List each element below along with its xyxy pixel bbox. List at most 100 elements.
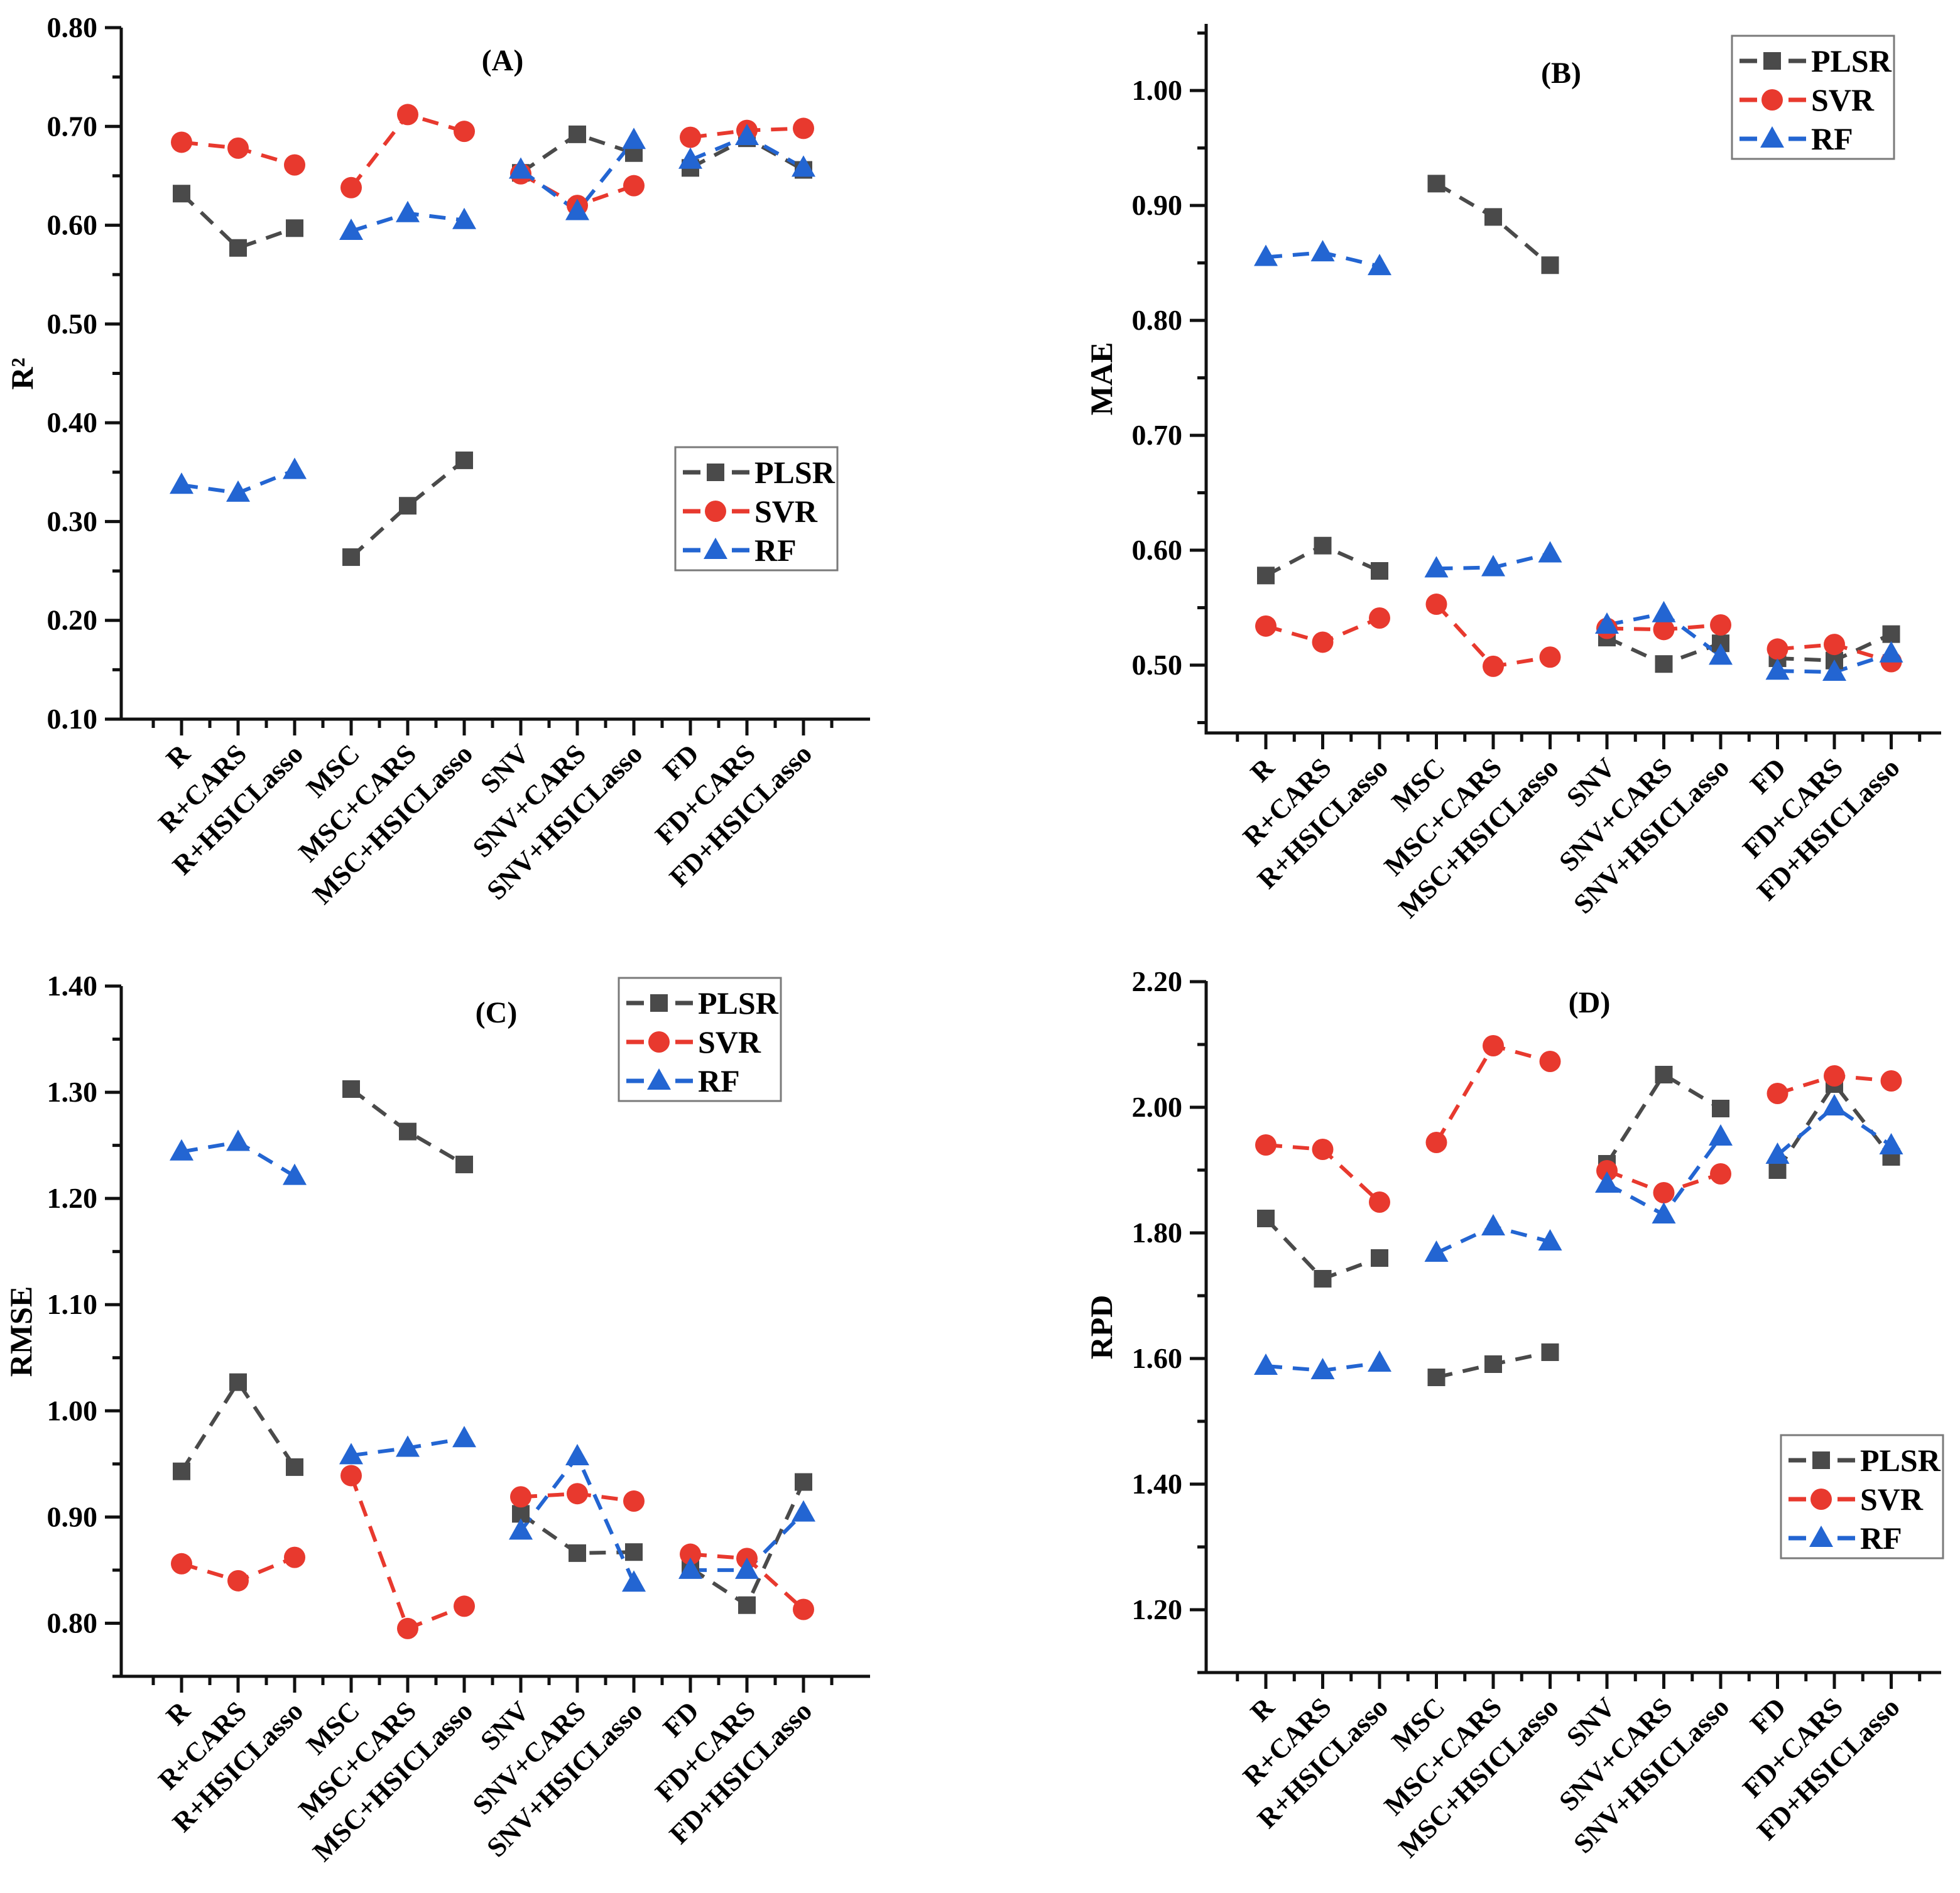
- data-point-plsr-marker: [455, 1156, 473, 1174]
- data-point-svr-marker: [1880, 1070, 1902, 1092]
- data-point-rf-marker: [283, 1163, 307, 1185]
- series-line-rf: [181, 1140, 805, 1584]
- data-point-rf-marker: [1538, 1229, 1562, 1250]
- x-category-label: R: [1244, 1691, 1281, 1728]
- panel-mae: 0.50 0.60 0.70 0.80 0.90 1.00 R R+CARS R+HSICLas…: [980, 0, 1960, 942]
- legend-label-rf: RF: [1860, 1521, 1902, 1556]
- data-point-svr-marker: [171, 131, 192, 153]
- data-point-svr-marker: [623, 1490, 645, 1512]
- chart-svg-a: 0.10 0.20 0.30 0.40 0.50 0.60 0.70 0.80 RR+CARSR…: [4, 11, 870, 910]
- data-point-rf-marker: [1822, 659, 1846, 681]
- series-line-svr: [181, 1475, 805, 1631]
- legend-triangle-icon: [1809, 1526, 1833, 1547]
- series-line-rf: [1265, 1104, 1893, 1373]
- y-tick-label: 0.50: [47, 308, 98, 340]
- x-category-label: R: [1244, 752, 1281, 788]
- data-point-plsr-marker: [1541, 256, 1559, 274]
- y-tick-label: 0.80: [47, 11, 98, 43]
- data-point-plsr-marker: [1882, 625, 1900, 643]
- series-line-plsr: [1264, 1071, 1893, 1379]
- data-point-rf-marker: [396, 200, 420, 222]
- series-markers-rf: [1254, 1094, 1903, 1379]
- chart-svg-c: 0.80 0.90 1.00 1.10 1.20 1.30 1.40 RR+CARSR+HSI…: [3, 970, 870, 1867]
- data-point-plsr-marker: [342, 548, 360, 567]
- data-point-svr-marker: [1653, 1182, 1675, 1203]
- legend-triangle-icon: [704, 538, 727, 559]
- data-point-svr-marker: [340, 176, 362, 198]
- data-point-svr-marker: [1255, 615, 1277, 637]
- series-line-rf: [181, 134, 805, 495]
- x-category-label: R: [160, 1695, 197, 1732]
- data-point-rf-marker: [792, 155, 815, 177]
- series-line-rf: [1265, 251, 1892, 675]
- data-point-svr-marker: [454, 1595, 475, 1617]
- panel-letter-label: (A): [482, 44, 524, 77]
- data-point-rf-marker: [1310, 1358, 1335, 1379]
- data-point-svr-marker: [1369, 607, 1390, 629]
- data-point-svr-marker: [1710, 614, 1731, 636]
- legend-circle-icon: [648, 1031, 670, 1053]
- data-point-plsr-marker: [738, 1596, 756, 1614]
- y-axis-title: R²: [4, 357, 40, 389]
- y-tick-label: 0.80: [47, 1607, 98, 1639]
- y-tick-label: 1.20: [47, 1182, 98, 1214]
- data-point-rf-marker: [226, 1129, 250, 1151]
- data-point-rf-marker: [1368, 254, 1391, 276]
- data-point-plsr-marker: [286, 1458, 303, 1476]
- data-point-rf-marker: [170, 472, 193, 494]
- data-point-rf-marker: [226, 480, 250, 502]
- y-tick-label: 1.60: [1132, 1342, 1183, 1374]
- y-tick-label: 0.90: [1132, 189, 1183, 221]
- data-point-rf-marker: [1595, 612, 1619, 634]
- legend-label-rf: RF: [1811, 121, 1853, 156]
- data-point-svr-marker: [171, 1553, 192, 1575]
- series-line-svr: [181, 112, 804, 208]
- data-point-rf-marker: [509, 157, 533, 179]
- data-point-plsr-marker: [1484, 1355, 1502, 1373]
- data-point-rf-marker: [452, 1426, 476, 1448]
- legend-label-plsr: PLSR: [754, 455, 836, 490]
- y-tick-label: 0.40: [47, 406, 98, 438]
- series-markers-svr: [171, 1465, 814, 1639]
- data-point-rf-marker: [1595, 1171, 1619, 1193]
- data-point-rf-marker: [1481, 555, 1505, 577]
- data-point-svr-marker: [1483, 1035, 1504, 1056]
- y-tick-label: 0.90: [47, 1500, 98, 1532]
- data-point-svr-marker: [340, 1465, 362, 1487]
- data-point-svr-marker: [680, 1543, 701, 1565]
- y-tick-label: 0.80: [1132, 304, 1183, 336]
- data-point-svr-marker: [1596, 1160, 1618, 1181]
- data-point-svr-marker: [1312, 1139, 1334, 1160]
- data-point-svr-marker: [1824, 1065, 1845, 1087]
- y-tick-label: 1.80: [1132, 1217, 1183, 1249]
- data-point-plsr-marker: [1371, 561, 1388, 580]
- y-tick-label: 1.40: [47, 970, 98, 1002]
- y-tick-label: 2.00: [1132, 1091, 1183, 1123]
- data-point-svr-marker: [793, 1598, 814, 1620]
- y-axis-ticks: 0.50 0.60 0.70 0.80 0.90 1.00: [1132, 31, 1206, 725]
- y-tick-label: 0.10: [47, 703, 98, 735]
- data-point-plsr-marker: [625, 1543, 643, 1561]
- data-point-svr-marker: [284, 154, 305, 176]
- series-markers-rf: [170, 1129, 815, 1592]
- legend-label-svr: SVR: [698, 1024, 761, 1060]
- data-point-plsr-marker: [173, 185, 190, 203]
- axes: 1.20 1.40 1.60 1.80 2.00 2.20 RR+CARSR+HSICLas…: [1132, 965, 1941, 1863]
- data-point-rf-marker: [1879, 1133, 1903, 1154]
- data-point-svr-marker: [1767, 1083, 1788, 1104]
- y-axis-ticks: 1.20 1.40 1.60 1.80 2.00 2.20: [1132, 965, 1206, 1674]
- legend-square-icon: [650, 994, 668, 1012]
- data-point-plsr-marker: [399, 497, 416, 515]
- axes: 0.80 0.90 1.00 1.10 1.20 1.30 1.40 RR+CARSR+HSI…: [47, 970, 870, 1867]
- y-tick-label: 1.20: [1132, 1593, 1183, 1625]
- series-markers-rf: [1254, 240, 1903, 681]
- legend-circle-icon: [705, 501, 726, 522]
- data-point-rf-marker: [1310, 240, 1335, 262]
- series-line-plsr: [180, 1087, 805, 1608]
- data-point-rf-marker: [1652, 600, 1676, 622]
- y-tick-label: 0.70: [1132, 419, 1183, 451]
- data-point-plsr-marker: [1712, 1100, 1729, 1117]
- data-point-rf-marker: [170, 1139, 193, 1161]
- legend-square-icon: [1812, 1451, 1830, 1469]
